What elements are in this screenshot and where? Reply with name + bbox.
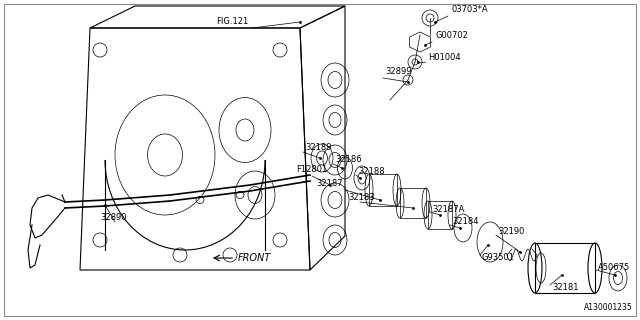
- Text: A50675: A50675: [598, 263, 630, 273]
- Text: 32187: 32187: [316, 179, 342, 188]
- Bar: [535, 243, 595, 293]
- Text: G00702: G00702: [435, 30, 468, 39]
- Bar: [428, 201, 452, 229]
- Text: H01004: H01004: [428, 53, 461, 62]
- Text: 03703*A: 03703*A: [452, 5, 488, 14]
- Text: FIG.121: FIG.121: [216, 18, 248, 27]
- Text: 32183: 32183: [348, 194, 374, 203]
- Text: 32190: 32190: [498, 228, 524, 236]
- Text: 32181: 32181: [552, 284, 579, 292]
- Text: 32890: 32890: [100, 213, 127, 222]
- Text: 32186: 32186: [335, 156, 362, 164]
- Text: 32187A: 32187A: [432, 205, 465, 214]
- Text: F12801: F12801: [296, 165, 327, 174]
- Text: 32189: 32189: [305, 143, 332, 153]
- Text: 32188: 32188: [358, 167, 385, 177]
- Text: 32899: 32899: [385, 68, 412, 76]
- Bar: [369, 174, 397, 206]
- Text: FRONT: FRONT: [238, 253, 271, 263]
- Text: A130001235: A130001235: [584, 303, 633, 312]
- Text: 32184: 32184: [452, 218, 479, 227]
- Bar: [400, 188, 426, 218]
- Text: G93501: G93501: [482, 253, 515, 262]
